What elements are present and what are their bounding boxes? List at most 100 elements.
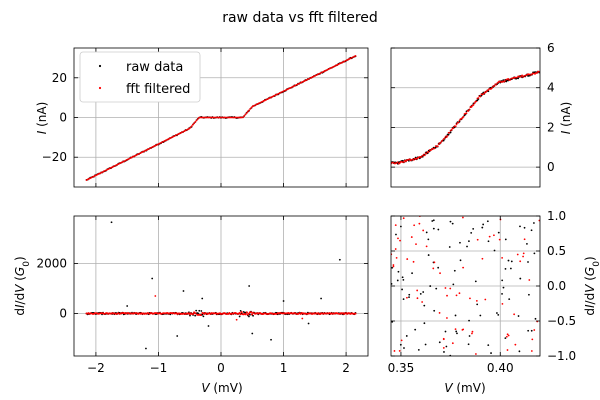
raw-data-point [411, 272, 413, 275]
fft-data-point [446, 294, 448, 297]
x-tick-label: −1 [150, 361, 168, 375]
axes-frame [390, 47, 541, 188]
raw-data-point [405, 335, 408, 337]
raw-data-point [519, 225, 521, 228]
raw-outlier-point [151, 277, 154, 280]
legend-marker-raw [98, 64, 102, 68]
fft-data-point [454, 125, 457, 128]
fft-data-point [531, 338, 534, 341]
x-tick-label: 0.40 [487, 361, 514, 375]
fft-data-point [416, 289, 419, 292]
panel-top-left: −20 0 20 [42, 47, 369, 188]
raw-data-point [238, 315, 241, 318]
raw-data-point [487, 344, 490, 347]
raw-data-point [452, 283, 455, 286]
legend-marker-fft [98, 86, 102, 90]
raw-data-point [408, 296, 410, 298]
fft-data-point [415, 243, 417, 246]
fft-data-point [468, 108, 471, 111]
raw-data-point [437, 228, 440, 231]
raw-data-point [459, 241, 461, 244]
fft-data-point [455, 294, 458, 297]
fft-data-point [536, 72, 538, 74]
raw-data-point [202, 315, 205, 318]
y-tick-label: −1.0 [547, 349, 576, 363]
raw-outlier-point [145, 347, 147, 350]
raw-outlier-point [320, 297, 322, 300]
raw-data-point [509, 267, 512, 270]
fft-data-point [461, 117, 464, 119]
raw-data-point [493, 249, 496, 252]
fft-data-point [436, 145, 439, 148]
fft-data-point [400, 339, 403, 342]
fft-data-point [439, 272, 441, 275]
raw-data-point [455, 330, 458, 333]
fft-data-point [432, 267, 435, 270]
fft-data-point [516, 253, 519, 256]
raw-data-point [429, 285, 432, 287]
fft-data-point [513, 313, 516, 316]
raw-data-point [472, 228, 475, 230]
raw-data-point [527, 261, 529, 263]
figure-title: raw data vs fft filtered [222, 10, 378, 26]
fft-data-point [245, 311, 248, 314]
fft-data-point [469, 297, 471, 300]
raw-data-point [530, 229, 533, 232]
data-points [391, 70, 540, 165]
raw-outlier-point [207, 325, 210, 327]
panel-top-right: 0 2 4 6 [390, 41, 555, 188]
fft-data-point [399, 239, 401, 242]
fft-data-point [514, 343, 517, 346]
raw-data-point [433, 309, 436, 312]
fft-data-point [445, 136, 448, 138]
ylabel-top-right: I (nA) [559, 102, 573, 135]
raw-outlier-point [307, 322, 310, 325]
y-tick-label: 0 [59, 111, 67, 125]
fft-data-point [413, 224, 416, 227]
raw-data-point [496, 312, 498, 314]
y-tick-label: 0 [59, 307, 67, 321]
raw-data-point [508, 298, 511, 300]
fft-data-point [471, 332, 473, 335]
fft-data-point [523, 238, 526, 241]
raw-data-point [451, 222, 454, 225]
raw-data-point [195, 309, 198, 312]
raw-data-point [396, 279, 399, 282]
raw-outlier-point [176, 335, 179, 337]
fft-data-point [410, 236, 413, 238]
y-tick-label: 4 [547, 81, 555, 95]
legend: raw data fft filtered [79, 51, 201, 103]
fft-data-point [519, 260, 522, 263]
fft-data-point [439, 141, 442, 144]
fft-data-point [245, 112, 248, 114]
fft-data-point [528, 279, 531, 281]
fft-data-point [446, 317, 448, 319]
raw-data-point [399, 225, 402, 228]
raw-data-point [438, 341, 441, 344]
ylabel-bottom-right: dI/dV (G0) [583, 256, 600, 315]
fft-data-point [243, 115, 246, 117]
raw-outlier-point [126, 305, 129, 307]
raw-outlier-point [248, 285, 251, 287]
fft-data-point [394, 224, 397, 227]
raw-data-point [504, 238, 507, 241]
raw-data-point [533, 252, 536, 255]
raw-data-point [468, 240, 470, 243]
raw-data-point [197, 312, 200, 315]
panel-bottom-left: −2 −1 0 1 2 0 2000 [36, 215, 369, 375]
raw-data-point [474, 280, 477, 283]
raw-data-point [395, 233, 397, 236]
raw-data-point [427, 254, 430, 256]
raw-data-point [468, 335, 471, 337]
data-points [85, 55, 357, 181]
raw-data-point [467, 343, 470, 346]
raw-data-point [481, 226, 484, 229]
fft-data-point [484, 298, 487, 301]
fft-data-point [493, 85, 496, 88]
raw-data-point [533, 222, 535, 224]
fft-data-point [406, 258, 409, 260]
raw-data-point [479, 314, 482, 317]
raw-data-point [527, 329, 530, 332]
raw-data-point [422, 291, 425, 293]
